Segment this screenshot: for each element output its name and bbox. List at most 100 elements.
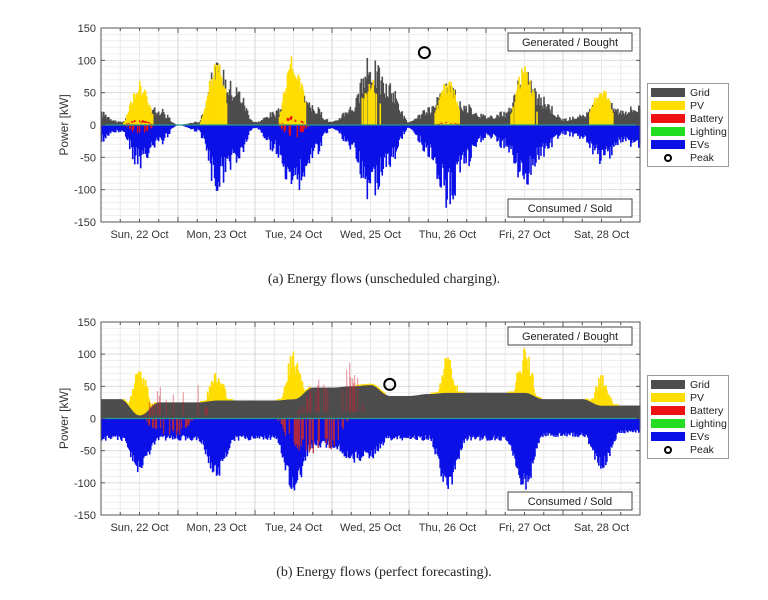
grid-bar xyxy=(551,399,553,419)
ev-bar xyxy=(396,125,399,149)
ev-bar xyxy=(637,125,639,141)
pv-bar xyxy=(301,85,304,125)
battery-consumed-bar xyxy=(302,418,305,440)
pv-bar xyxy=(445,85,447,125)
pv-bar xyxy=(379,389,382,391)
pv-bar xyxy=(375,93,378,125)
grid-bar xyxy=(475,112,477,125)
ev-bar xyxy=(345,125,348,142)
ev-bar xyxy=(475,418,477,439)
ev-bar xyxy=(132,125,135,148)
grid-bar xyxy=(325,119,328,125)
grid-bar xyxy=(503,111,505,125)
ev-bar xyxy=(449,418,451,477)
grid-bar xyxy=(246,110,249,125)
pv-bar xyxy=(200,118,203,125)
battery-consumed-bar xyxy=(303,125,306,129)
ev-bar xyxy=(512,125,514,156)
ev-bar xyxy=(229,125,232,170)
grid-bar xyxy=(153,107,156,125)
ev-bar xyxy=(179,418,182,441)
ev-bar xyxy=(408,125,411,128)
pv-bar xyxy=(592,107,594,125)
grid-bar xyxy=(116,122,119,125)
pv-bar xyxy=(525,74,527,125)
pv-bar xyxy=(612,403,614,406)
grid-bar xyxy=(320,111,323,125)
battery-bar xyxy=(309,386,311,413)
ev-bar xyxy=(507,418,509,442)
grid-bar xyxy=(340,387,343,419)
grid-bar xyxy=(584,117,586,125)
grid-bar xyxy=(418,394,421,419)
ev-bar xyxy=(528,125,530,174)
legend-label: PV xyxy=(690,391,705,404)
ev-bar xyxy=(203,125,206,139)
pv-bar xyxy=(588,399,590,401)
legend-label: Grid xyxy=(690,86,710,99)
ev-bar xyxy=(443,125,445,186)
ev-bar xyxy=(546,418,548,433)
grid-bar xyxy=(534,88,536,125)
ev-bar xyxy=(198,418,201,442)
ev-bar xyxy=(314,125,317,144)
pv-bar xyxy=(614,404,616,406)
ev-bar xyxy=(365,418,368,453)
ev-bar xyxy=(322,125,325,135)
grid-bar xyxy=(457,392,459,419)
grid-bar xyxy=(266,400,269,419)
ev-bar xyxy=(358,125,361,151)
grid-bar xyxy=(116,399,119,419)
ev-bar xyxy=(256,418,259,438)
grid-bar xyxy=(415,118,418,125)
battery-consumed-bar xyxy=(283,418,286,432)
ev-bar xyxy=(135,125,138,148)
ev-bar xyxy=(293,418,296,491)
pv-bar xyxy=(442,90,444,125)
grid-bar xyxy=(105,399,108,419)
battery-consumed-bar xyxy=(330,418,332,450)
ev-bar xyxy=(122,125,125,132)
pv-bar xyxy=(206,391,209,402)
grid-bar xyxy=(404,118,407,125)
ev-bar xyxy=(559,418,561,433)
pv-bar xyxy=(130,105,133,125)
grid-bar xyxy=(458,392,460,419)
ev-bar xyxy=(284,125,287,179)
ev-bar xyxy=(351,125,354,145)
ev-bar xyxy=(214,125,217,187)
grid-bar xyxy=(327,387,330,419)
grid-bar xyxy=(514,392,516,419)
ev-bar xyxy=(579,418,581,436)
ev-bar xyxy=(572,125,574,137)
ev-bar xyxy=(487,418,489,441)
battery-bar xyxy=(300,406,302,414)
grid-bar xyxy=(628,405,630,419)
ev-bar xyxy=(609,125,611,159)
ev-bar xyxy=(388,418,391,437)
ev-bar xyxy=(183,125,186,127)
ev-bar xyxy=(288,125,291,172)
pv-bar xyxy=(366,383,369,386)
ev-bar xyxy=(404,125,407,132)
ev-bar xyxy=(539,125,541,147)
grid-bar xyxy=(563,399,565,419)
grid-bar xyxy=(390,395,393,419)
pv-bar xyxy=(586,398,588,400)
pv-bar xyxy=(511,112,513,125)
grid-bar xyxy=(272,113,275,125)
ev-bar xyxy=(311,125,314,159)
pv-bar xyxy=(286,381,289,400)
pv-bar xyxy=(218,64,221,125)
ev-bar xyxy=(301,125,304,177)
grid-bar xyxy=(335,120,338,125)
ev-bar xyxy=(398,418,401,435)
ev-bar xyxy=(426,418,428,439)
ev-bar xyxy=(607,418,609,453)
ev-bar xyxy=(378,418,381,444)
ev-bar xyxy=(409,418,412,439)
grid-bar xyxy=(352,111,355,125)
grid-bar xyxy=(299,396,302,419)
grid-bar xyxy=(198,121,201,125)
ev-bar xyxy=(493,125,495,135)
